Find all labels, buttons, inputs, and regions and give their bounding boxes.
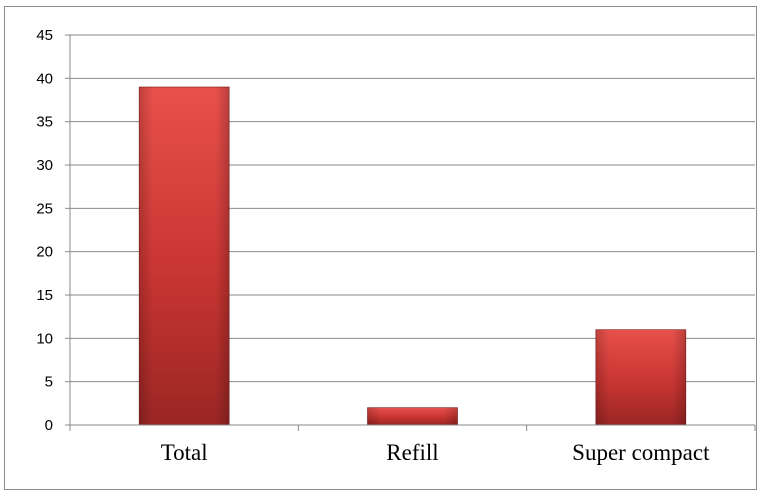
y-tick-label: 15 bbox=[36, 287, 53, 304]
bars bbox=[138, 86, 687, 426]
bar-total bbox=[138, 86, 230, 426]
bar-shade bbox=[367, 407, 458, 425]
x-tick-label: Super compact bbox=[572, 440, 710, 465]
y-tick-label: 35 bbox=[36, 114, 53, 131]
y-tick-label: 10 bbox=[36, 330, 53, 347]
y-tick-label: 40 bbox=[36, 70, 53, 87]
bar-shade bbox=[595, 329, 686, 425]
y-tick-label: 0 bbox=[45, 417, 53, 434]
x-axis-ticks: Total Refill Super compact bbox=[161, 440, 710, 465]
x-tick-label: Refill bbox=[386, 440, 438, 465]
x-tick-label: Total bbox=[161, 440, 208, 465]
y-tick-label: 5 bbox=[45, 374, 53, 391]
y-axis-ticks: 0 5 10 15 20 25 30 35 40 45 bbox=[36, 27, 53, 434]
y-tick-label: 45 bbox=[36, 27, 53, 44]
y-tick-label: 25 bbox=[36, 200, 53, 217]
bar-shade bbox=[139, 87, 230, 425]
y-tick-label: 30 bbox=[36, 157, 53, 174]
y-tick-label: 20 bbox=[36, 244, 53, 261]
axes bbox=[65, 34, 756, 431]
bar-refill bbox=[367, 407, 458, 426]
bar-super-compact bbox=[595, 329, 687, 426]
